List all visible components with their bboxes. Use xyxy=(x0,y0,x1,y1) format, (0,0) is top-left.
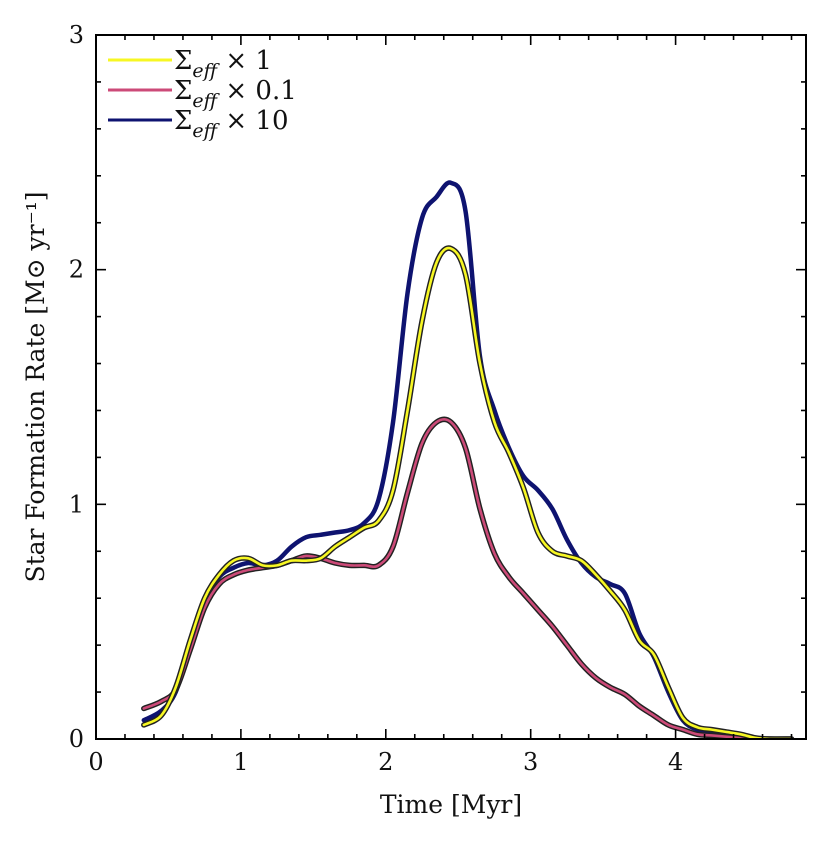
x-tick-label: 0 xyxy=(88,748,103,776)
series-outline-1 xyxy=(141,245,795,739)
series-line-2 xyxy=(142,417,793,739)
legend-label: Σeff × 1 xyxy=(174,46,272,82)
x-axis-label: Time [Myr] xyxy=(380,790,522,819)
legend-item-2: Σeff × 0.1 xyxy=(108,76,297,112)
legend-label: Σeff × 0.1 xyxy=(174,76,297,112)
y-axis-label: Star Formation Rate [M⊙ yr⁻¹] xyxy=(21,191,50,582)
series-layer xyxy=(141,180,795,739)
series-1 xyxy=(141,245,795,739)
y-tick-label: 1 xyxy=(69,490,84,518)
series-line-1 xyxy=(142,246,793,739)
series-2 xyxy=(141,416,795,739)
ticks-layer xyxy=(96,35,806,739)
x-tick-label: 4 xyxy=(668,748,683,776)
x-tick-label: 3 xyxy=(523,748,538,776)
series-outline-2 xyxy=(141,416,795,739)
legend-item-1: Σeff × 1 xyxy=(108,46,272,82)
tick-labels-layer: 0 1 2 3 4 0 1 2 3 xyxy=(69,21,684,776)
y-tick-label: 0 xyxy=(69,725,84,753)
x-tick-label: 2 xyxy=(378,748,393,776)
plot-frame xyxy=(95,34,807,740)
legend-label: Σeff × 10 xyxy=(174,106,289,142)
y-tick-label: 3 xyxy=(69,21,84,49)
x-tick-label: 1 xyxy=(233,748,248,776)
legend-item-3: Σeff × 10 xyxy=(108,106,289,142)
y-tick-label: 2 xyxy=(69,256,84,284)
